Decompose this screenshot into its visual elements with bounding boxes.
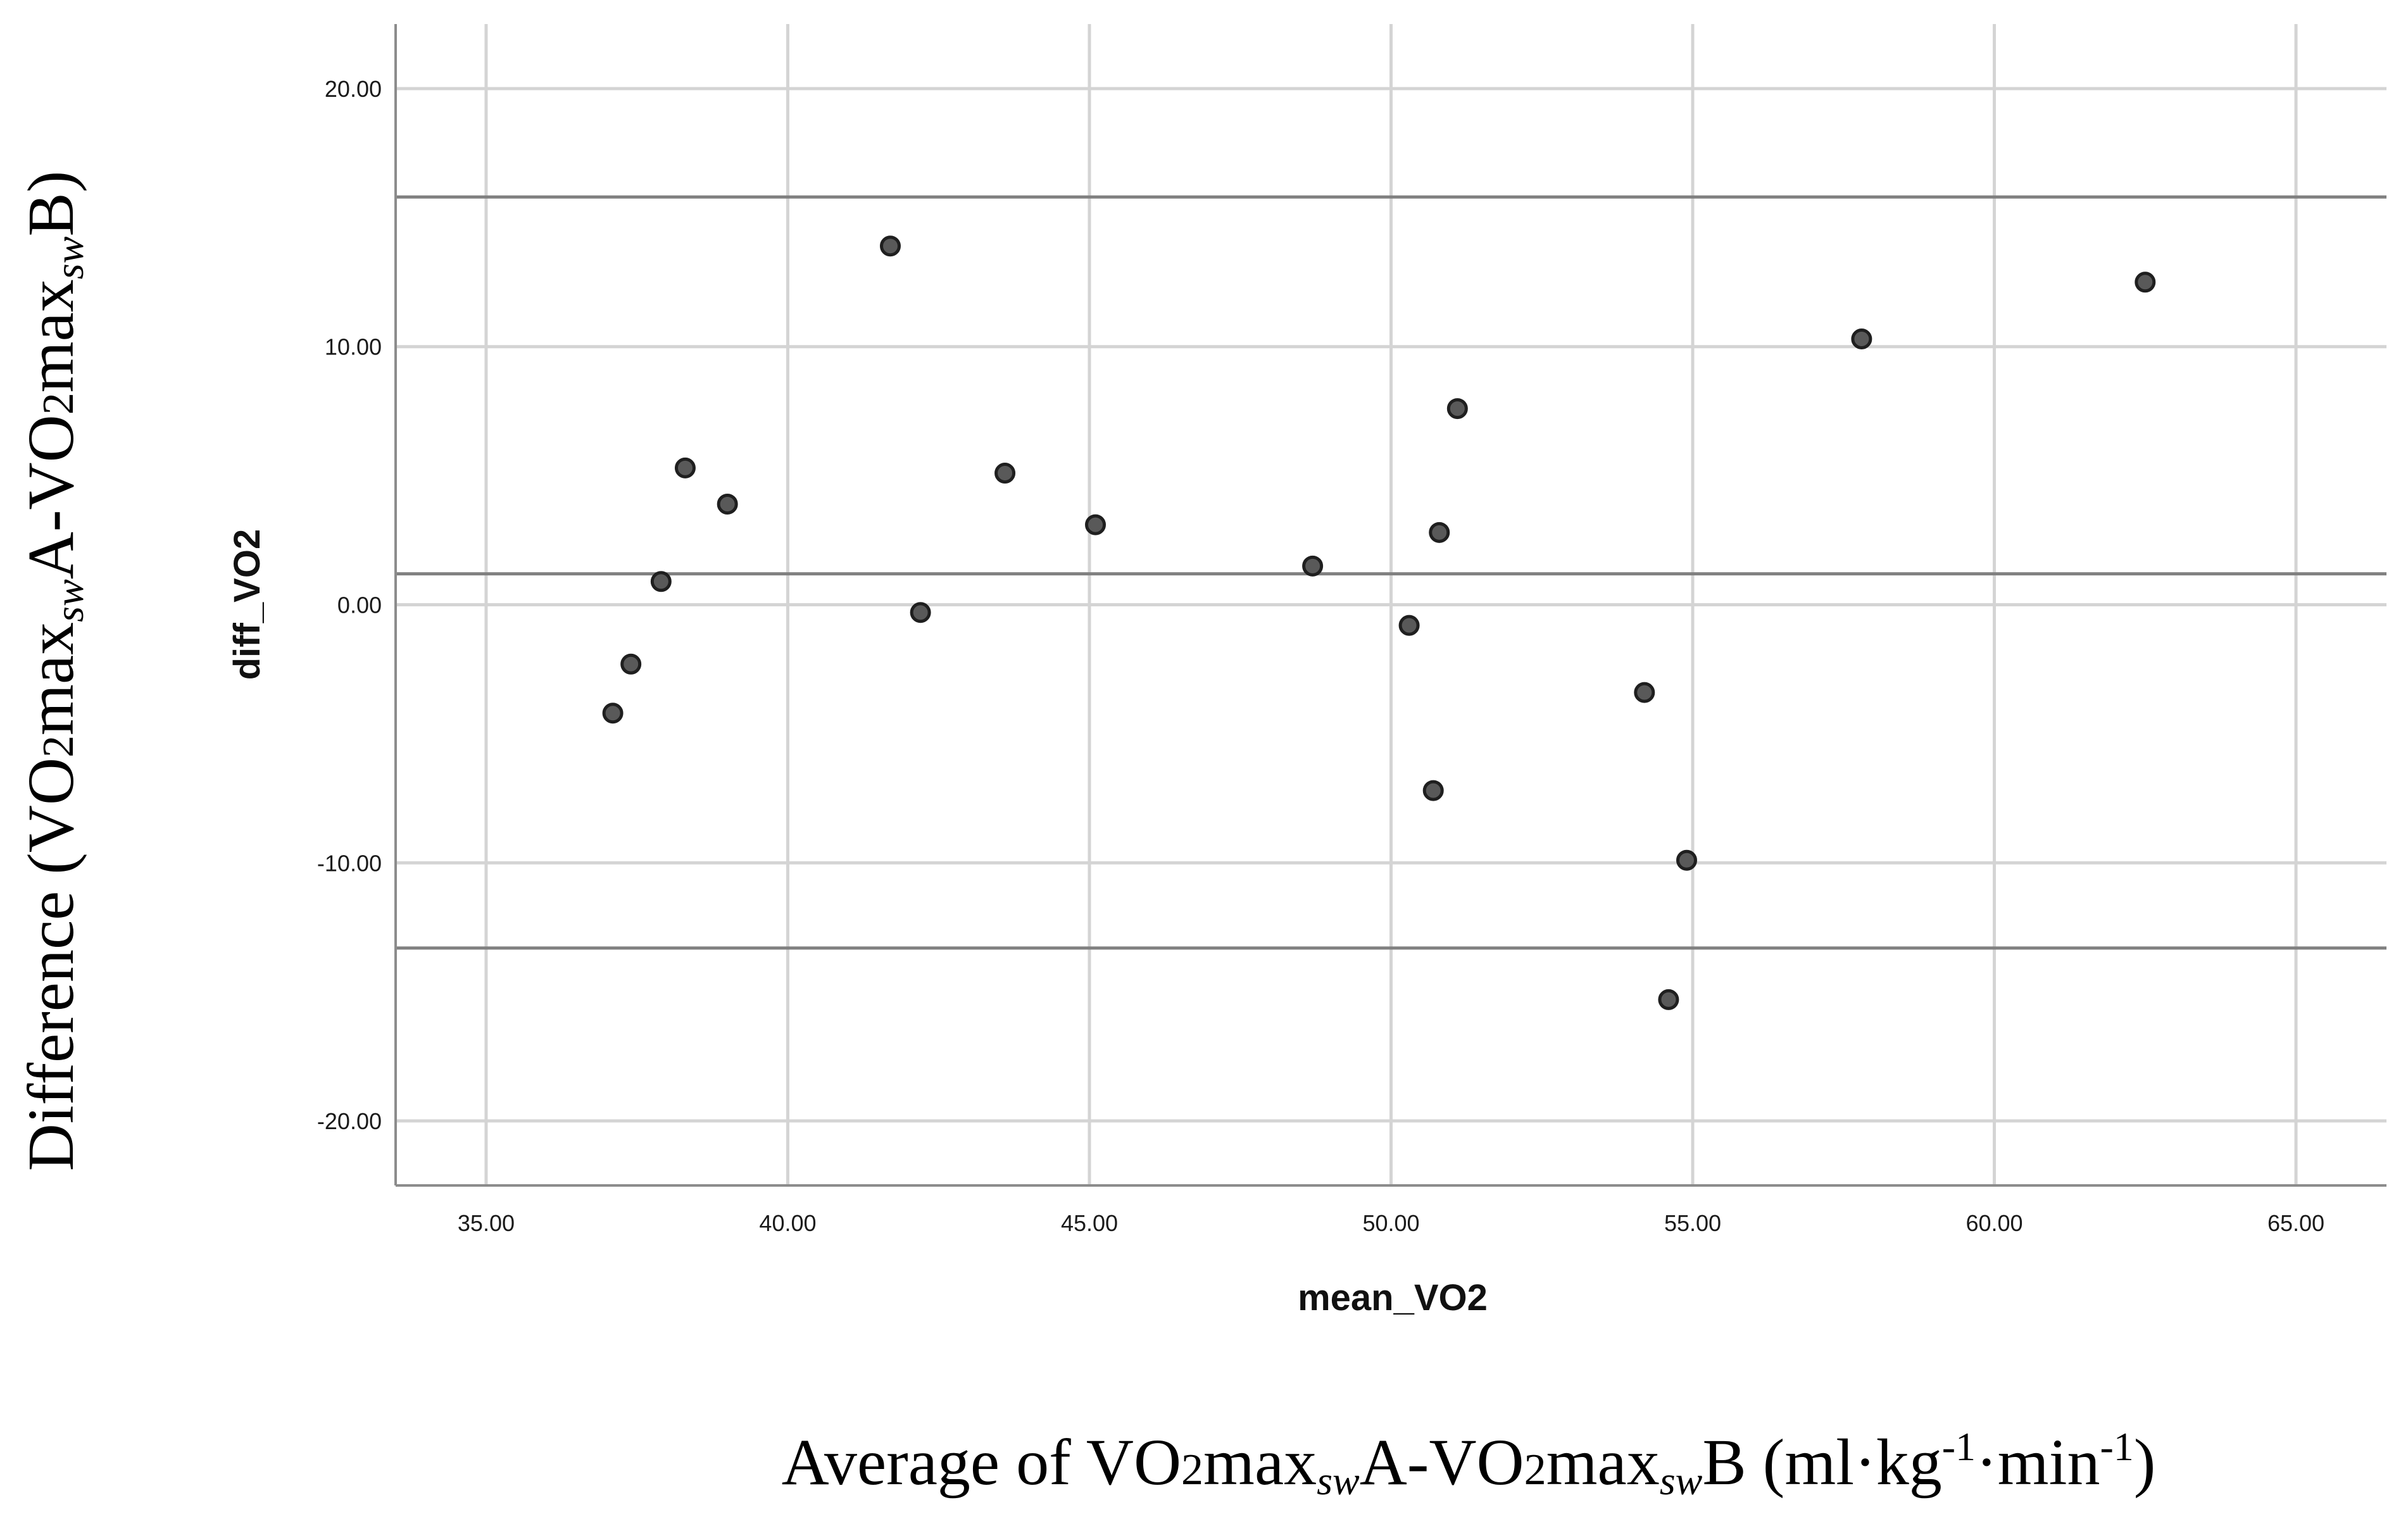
outer-x-label: Average of VO2maxswA-VO2maxswB (ml·kg-1·… (782, 1424, 2156, 1503)
x-tick-label: 60.00 (1966, 1210, 2022, 1236)
outer-y-sub-4: sw (47, 236, 92, 279)
outer-x-part-3: A-VO (1360, 1426, 1524, 1499)
outer-y-part-1: Difference (VO (15, 758, 87, 1172)
y-tick-label: -10.00 (317, 850, 382, 876)
y-tick-label: -20.00 (317, 1108, 382, 1134)
data-point (602, 703, 624, 724)
data-point (1398, 615, 1420, 636)
data-point (1634, 682, 1655, 703)
outer-x-sub-3: 2 (1524, 1446, 1546, 1494)
outer-x-sub-2: sw (1317, 1458, 1360, 1503)
data-point (1658, 989, 1679, 1010)
data-point (717, 493, 738, 515)
outer-y-part-2: max (15, 622, 87, 735)
x-tick-label: 40.00 (759, 1210, 816, 1236)
x-tick-label: 50.00 (1362, 1210, 1419, 1236)
data-point (650, 571, 672, 592)
outer-x-sub-1: 2 (1181, 1446, 1203, 1494)
outer-y-sub-3: 2 (34, 392, 83, 415)
outer-y-part-3: A-VO (15, 415, 87, 579)
data-point (879, 235, 901, 257)
data-point (1676, 849, 1697, 871)
x-tick-label: 45.00 (1061, 1210, 1118, 1236)
x-axis-title: mean_VO2 (1298, 1277, 1488, 1318)
data-point (620, 653, 642, 675)
y-tick-label: 10.00 (325, 334, 382, 360)
plot-frame (394, 24, 2386, 1187)
data-point (1085, 514, 1107, 535)
data-point (994, 463, 1016, 484)
outer-x-part-7: ) (2134, 1426, 2156, 1499)
outer-x-part-6: ·min (1976, 1426, 2100, 1499)
outer-x-part-5: B (ml·kg (1702, 1426, 1941, 1499)
data-point (1851, 328, 1872, 349)
outer-y-label: Difference (VO2maxswA-VO2maxswB) (15, 171, 92, 1172)
x-tick-label: 65.00 (2267, 1210, 2324, 1236)
outer-y-part-4: max (15, 279, 87, 392)
data-point (2135, 272, 2156, 293)
reference-lines (396, 195, 2386, 950)
y-axis-title: diff_VO2 (227, 529, 268, 680)
outer-x-sub-4: sw (1660, 1458, 1703, 1503)
data-point (910, 602, 931, 623)
grid-layer (396, 24, 2386, 1185)
outer-x-sup-1: -1 (1942, 1424, 1976, 1469)
outer-x-part-2: max (1203, 1426, 1317, 1499)
data-point (1302, 555, 1324, 577)
outer-x-part-4: max (1546, 1426, 1660, 1499)
data-points (602, 235, 2156, 1010)
x-tick-label: 55.00 (1664, 1210, 1721, 1236)
outer-y-sub-2: sw (47, 579, 92, 622)
x-tick-label: 35.00 (458, 1210, 515, 1236)
y-tick-label: 0.00 (337, 592, 382, 618)
data-point (1429, 522, 1450, 543)
outer-x-sup-2: -1 (2100, 1424, 2133, 1469)
data-point (1422, 780, 1444, 801)
data-point (674, 457, 696, 478)
outer-y-part-5: B) (15, 171, 87, 237)
outer-x-part-1: Average of VO (782, 1426, 1181, 1499)
y-tick-label: 20.00 (325, 76, 382, 102)
tick-labels: 35.00 40.00 45.00 50.00 55.00 60.00 65.00 20.00… (317, 76, 2324, 1236)
outer-y-sub-1: 2 (34, 735, 83, 758)
data-point (1446, 398, 1468, 420)
